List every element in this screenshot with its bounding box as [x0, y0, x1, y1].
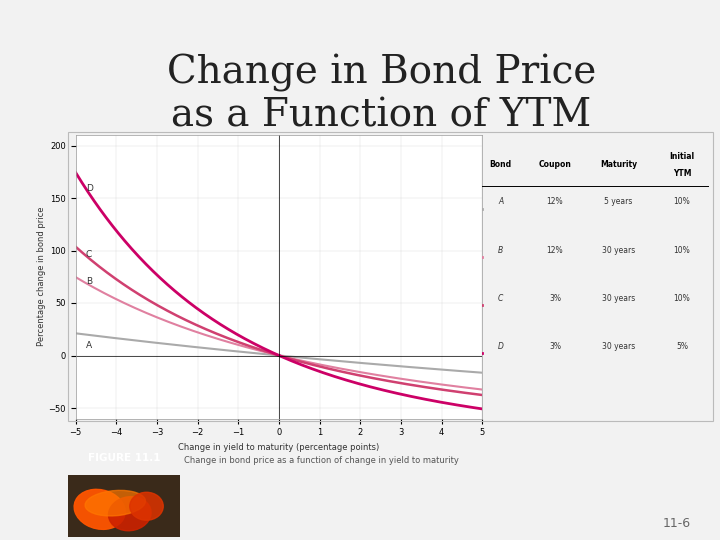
- Text: FIGURE 11.1: FIGURE 11.1: [88, 453, 161, 463]
- Text: YTM: YTM: [672, 168, 691, 178]
- Text: B: B: [498, 246, 503, 254]
- Text: Maturity: Maturity: [600, 160, 637, 169]
- X-axis label: Change in yield to maturity (percentage points): Change in yield to maturity (percentage …: [179, 443, 379, 452]
- Text: D: D: [86, 184, 93, 193]
- Text: Coupon: Coupon: [539, 160, 572, 169]
- Text: 3%: 3%: [549, 342, 561, 351]
- Y-axis label: Percentage change in bond price: Percentage change in bond price: [37, 207, 45, 347]
- Text: 5 years: 5 years: [604, 197, 633, 206]
- Text: 30 years: 30 years: [602, 246, 635, 254]
- Ellipse shape: [74, 489, 125, 529]
- Text: 30 years: 30 years: [602, 294, 635, 303]
- Text: A: A: [86, 341, 92, 350]
- Text: 12%: 12%: [546, 246, 563, 254]
- Text: 5%: 5%: [676, 342, 688, 351]
- Text: B: B: [86, 276, 92, 286]
- Text: 11-6: 11-6: [663, 517, 691, 530]
- Text: D: D: [498, 342, 503, 351]
- Text: Initial: Initial: [670, 152, 695, 160]
- Ellipse shape: [85, 490, 145, 516]
- Text: 10%: 10%: [674, 197, 690, 206]
- Text: C: C: [86, 249, 92, 259]
- Text: A: A: [498, 197, 503, 206]
- Text: 10%: 10%: [674, 246, 690, 254]
- Text: 12%: 12%: [546, 197, 563, 206]
- Text: 30 years: 30 years: [602, 342, 635, 351]
- Text: Change in Bond Price
as a Function of YTM: Change in Bond Price as a Function of YT…: [167, 54, 596, 135]
- Text: 10%: 10%: [674, 294, 690, 303]
- Text: 3%: 3%: [549, 294, 561, 303]
- Ellipse shape: [130, 492, 163, 520]
- Ellipse shape: [109, 497, 151, 531]
- Text: Bond: Bond: [490, 160, 512, 169]
- Text: Change in bond price as a function of change in yield to maturity: Change in bond price as a function of ch…: [184, 456, 459, 464]
- Text: C: C: [498, 294, 503, 303]
